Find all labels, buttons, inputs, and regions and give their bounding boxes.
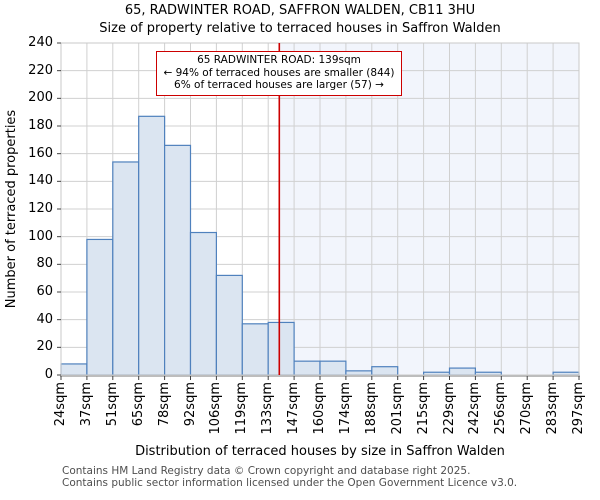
attribution-footer: Contains HM Land Registry data © Crown c… bbox=[62, 465, 518, 489]
x-tick-label: 147sqm bbox=[285, 382, 301, 435]
histogram-bar bbox=[448, 367, 476, 376]
x-tick-label: 37sqm bbox=[78, 382, 94, 427]
y-tick-label: 120 bbox=[28, 201, 53, 216]
y-tick-label: 40 bbox=[36, 311, 53, 327]
x-tick-label: 78sqm bbox=[156, 382, 172, 427]
histogram-bar bbox=[164, 144, 192, 376]
histogram-bar bbox=[371, 366, 399, 376]
x-tick-label: 65sqm bbox=[130, 382, 146, 427]
x-tick-label: 51sqm bbox=[104, 382, 120, 427]
x-tick-label: 106sqm bbox=[208, 382, 224, 435]
x-tick-label: 283sqm bbox=[544, 382, 560, 435]
histogram-bar bbox=[138, 115, 166, 376]
histogram-bar bbox=[267, 321, 295, 376]
footer-line-1: Contains HM Land Registry data © Crown c… bbox=[62, 465, 471, 477]
x-tick-label: 24sqm bbox=[52, 382, 68, 427]
x-tick-label: 270sqm bbox=[519, 382, 535, 435]
histogram-bar bbox=[112, 161, 140, 376]
y-tick-label: 180 bbox=[28, 118, 53, 133]
histogram-bar bbox=[345, 370, 373, 376]
x-tick-label: 215sqm bbox=[415, 382, 431, 435]
y-tick-label: 140 bbox=[28, 173, 53, 189]
y-tick-label: 220 bbox=[28, 62, 53, 78]
y-tick-label: 100 bbox=[28, 228, 53, 244]
x-tick-label: 92sqm bbox=[182, 382, 198, 427]
histogram-bar bbox=[241, 323, 269, 376]
x-tick-label: 242sqm bbox=[467, 382, 483, 435]
y-tick-label: 20 bbox=[36, 339, 53, 355]
x-tick-label: 174sqm bbox=[337, 382, 353, 435]
chart-subtitle: Size of property relative to terraced ho… bbox=[99, 21, 501, 36]
x-tick-label: 133sqm bbox=[260, 382, 276, 435]
y-tick-label: 80 bbox=[36, 256, 53, 272]
footer-line-2: Contains public sector information licen… bbox=[62, 476, 518, 489]
annotation-smaller-line: ← 94% of terraced houses are smaller (84… bbox=[163, 66, 395, 79]
x-tick-label: 119sqm bbox=[234, 382, 250, 435]
chart-title: 65, RADWINTER ROAD, SAFFRON WALDEN, CB11… bbox=[124, 3, 476, 18]
x-tick-label: 188sqm bbox=[363, 382, 379, 435]
histogram-bar bbox=[86, 238, 114, 376]
annotation-larger-line: 6% of terraced houses are larger (57) → bbox=[174, 79, 384, 91]
annotation-property-line: 65 RADWINTER ROAD: 139sqm bbox=[197, 54, 361, 66]
y-tick-label: 0 bbox=[44, 367, 53, 382]
x-tick-label: 160sqm bbox=[311, 382, 327, 435]
y-tick-label: 200 bbox=[28, 90, 53, 106]
y-tick-label: 240 bbox=[28, 35, 53, 50]
histogram-bar bbox=[293, 360, 321, 376]
x-axis-title: Distribution of terraced houses by size … bbox=[135, 444, 505, 459]
histogram-bar bbox=[60, 363, 88, 376]
histogram-bar bbox=[189, 231, 217, 376]
marker-annotation-box: 65 RADWINTER ROAD: 139sqm ← 94% of terra… bbox=[156, 51, 402, 96]
x-tick-label: 256sqm bbox=[493, 382, 509, 435]
x-tick-label: 229sqm bbox=[441, 382, 457, 435]
y-tick-label: 160 bbox=[28, 145, 53, 161]
x-tick-label: 297sqm bbox=[570, 382, 586, 435]
x-tick-label: 201sqm bbox=[389, 382, 405, 435]
histogram-bar bbox=[319, 360, 347, 376]
y-tick-label: 60 bbox=[36, 284, 53, 299]
histogram-bar bbox=[215, 274, 243, 376]
